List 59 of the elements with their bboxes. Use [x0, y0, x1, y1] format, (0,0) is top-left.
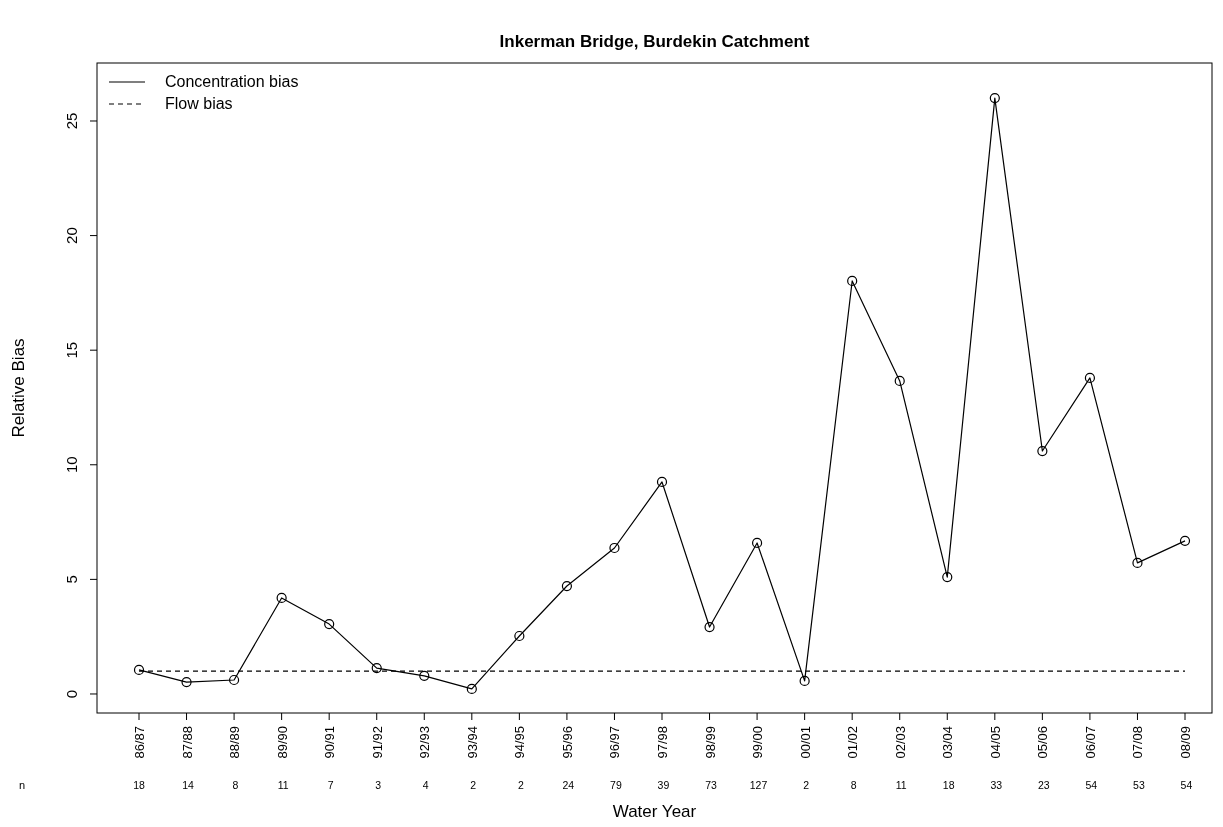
point [228, 674, 240, 686]
point [751, 537, 763, 549]
x-tick-label: 04/05 [987, 726, 1003, 759]
point [656, 476, 668, 488]
x-tick-label: 07/08 [1130, 726, 1146, 759]
point [1037, 445, 1048, 457]
point [847, 275, 858, 287]
point [704, 621, 715, 633]
x-tick-label: 89/90 [274, 726, 290, 759]
chart-title: Inkerman Bridge, Burdekin Catchment [499, 32, 810, 51]
text: 18 14 8 11 7 3 4 2 2 24 79 39 73 127 2 8 11 18 33 23 54 53 54 [133, 779, 1193, 791]
point [894, 375, 905, 386]
x-tick-label: 01/02 [845, 726, 861, 759]
legend-label: Flow bias [165, 95, 233, 112]
y-tick-label: 20 [63, 227, 80, 244]
point [561, 580, 573, 592]
point [1179, 535, 1191, 546]
x-tick-label: 96/97 [607, 726, 623, 759]
point [324, 618, 335, 630]
y-tick-label: 25 [63, 112, 80, 130]
point [133, 664, 145, 676]
point [942, 571, 953, 583]
point [466, 683, 477, 695]
x-tick-label: 99/00 [750, 726, 766, 759]
point [799, 675, 810, 687]
x-tick-label: 91/92 [369, 726, 385, 759]
x-tick-label: 90/91 [322, 726, 338, 759]
point [514, 630, 525, 642]
x-tick-label: 98/99 [702, 726, 718, 759]
x-tick-label: 94/95 [512, 726, 528, 759]
y-tick-label: 15 [63, 341, 80, 359]
x-tick-label: 92/93 [417, 726, 433, 759]
y-tick-label: 5 [63, 575, 80, 584]
point [1132, 557, 1143, 568]
y-tick-label: 10 [63, 456, 80, 474]
point [371, 662, 382, 674]
x-tick-label: 97/98 [655, 726, 670, 759]
x-tick-label: 95/96 [559, 726, 575, 759]
y-axis-title: Relative Bias [9, 338, 28, 438]
x-tick-label: 86/87 [132, 726, 147, 759]
x-tick-label: 88/89 [227, 726, 243, 759]
x-axis-title: Water Year [612, 802, 697, 821]
x-tick-label: 93/94 [464, 726, 480, 759]
x-tick-label: 08/09 [1178, 726, 1193, 759]
point [989, 92, 1000, 104]
legend-label: Concentration bias [165, 73, 299, 90]
x-tick-label: 02/03 [892, 726, 908, 759]
point [1084, 372, 1096, 384]
y-tick-label: 0 [63, 689, 80, 699]
x-tick-label: 03/04 [940, 726, 956, 759]
point [181, 676, 192, 688]
text: n [18, 779, 26, 791]
x-tick-label: 05/06 [1035, 726, 1051, 759]
x-tick-label: 87/88 [179, 726, 195, 759]
point [419, 670, 430, 681]
point [276, 592, 287, 604]
x-tick-label: 06/07 [1082, 726, 1098, 759]
point [609, 542, 620, 554]
x-tick-label: 00/01 [797, 726, 813, 759]
